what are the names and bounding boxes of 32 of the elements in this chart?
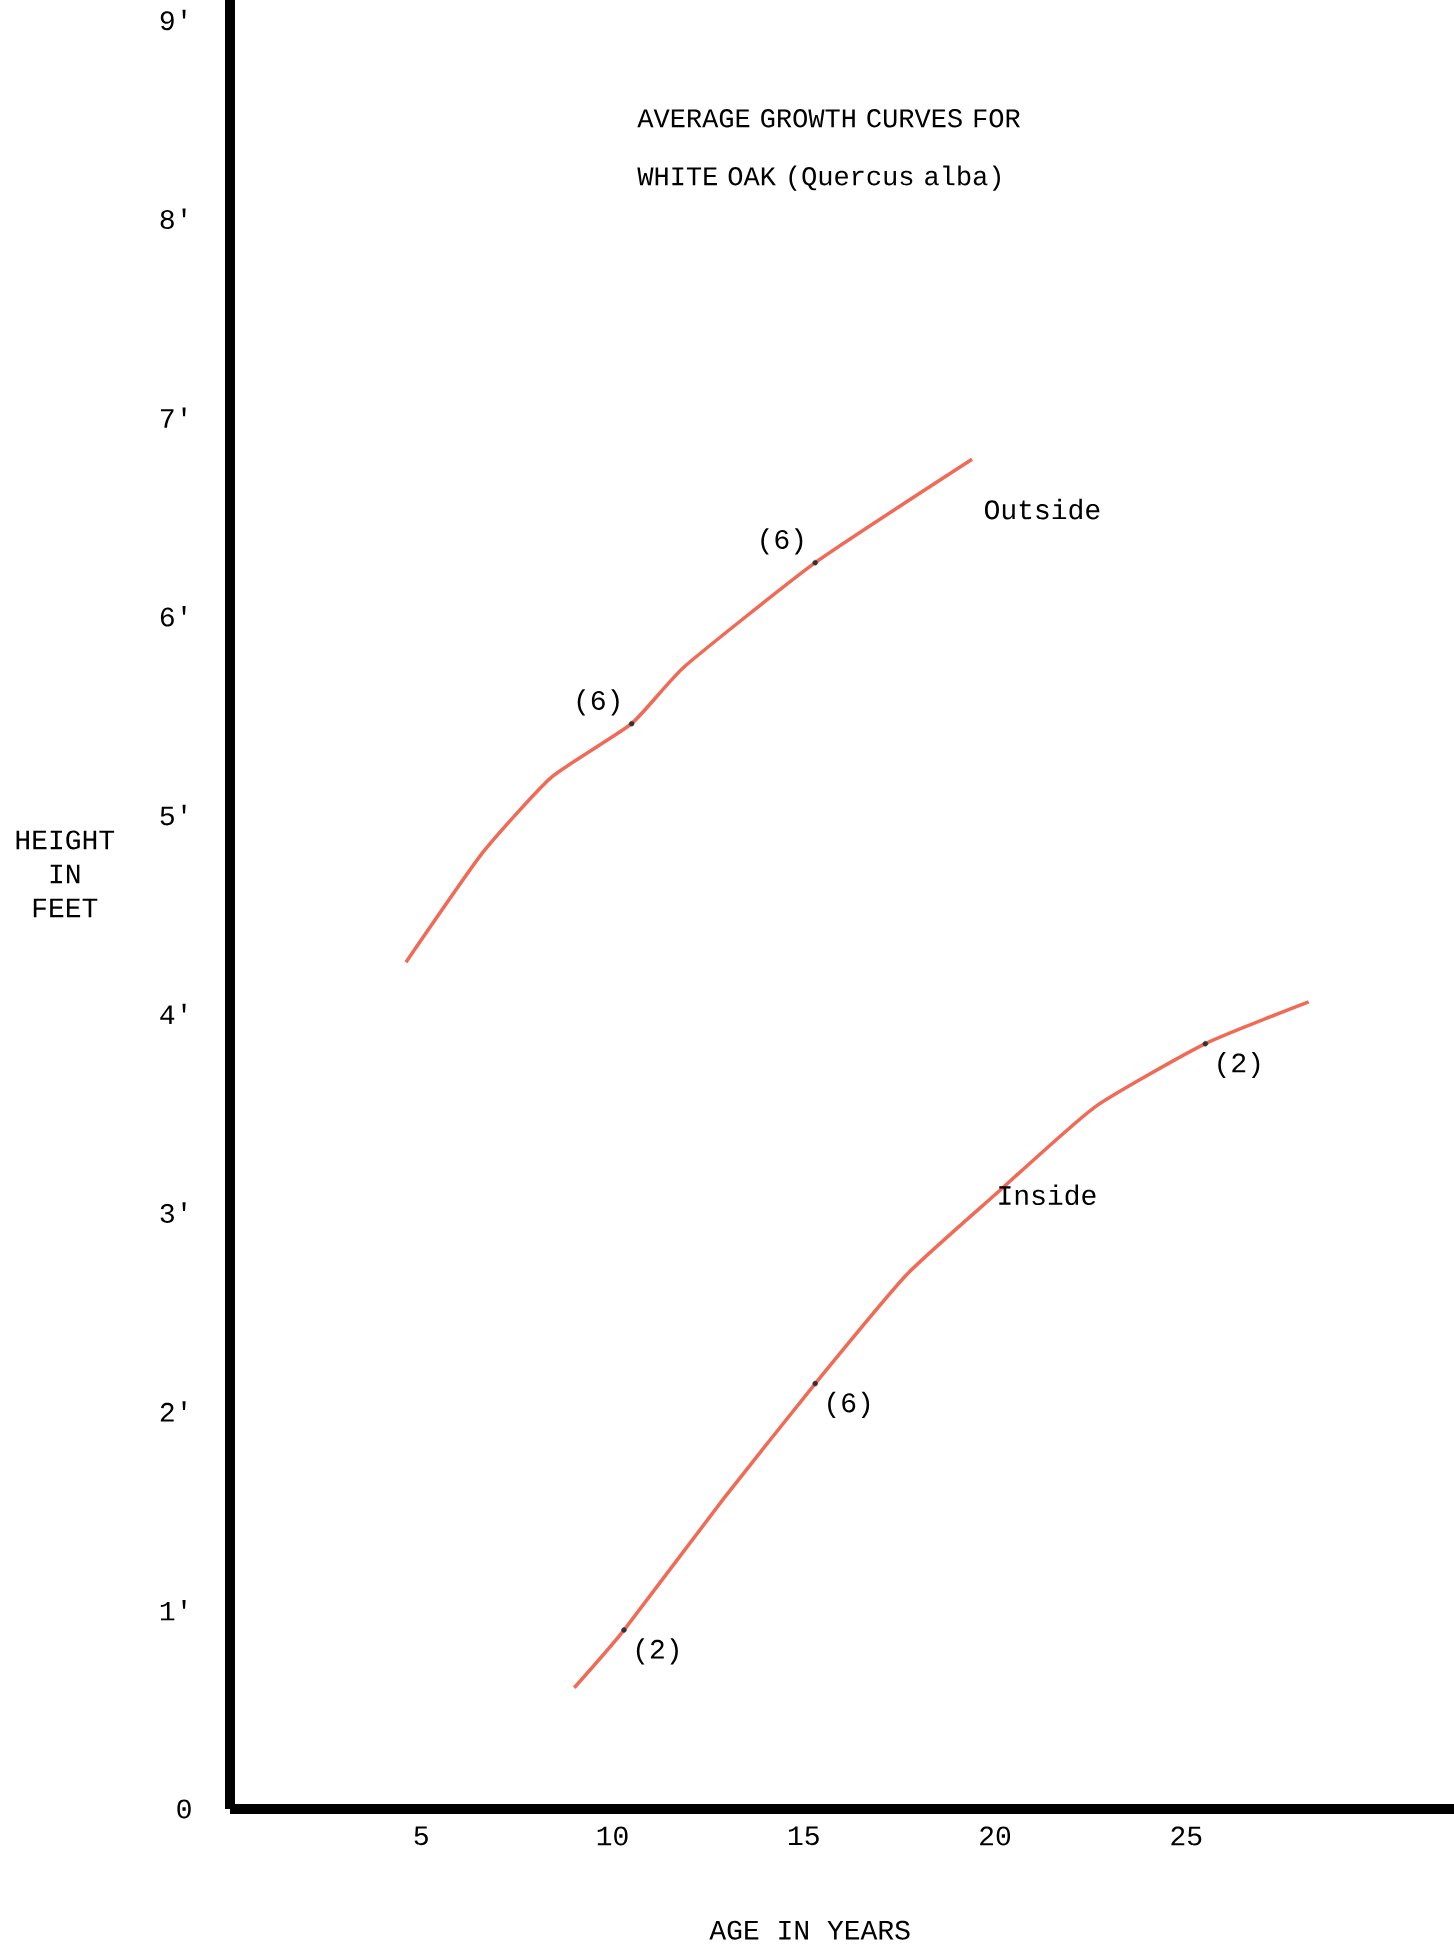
y-tick-label: 8' [160,208,186,230]
line-series [572,1000,1311,1690]
y-tick-label: 7' [161,407,186,428]
point [1202,1040,1209,1047]
point [812,1380,818,1387]
x-tick-label: 15 [788,1826,819,1846]
y-tick-label: 1' [160,1600,186,1621]
y-tick-label: 0 [177,1799,191,1819]
point [621,1627,627,1633]
annotation: (2) [1218,1051,1260,1078]
line-series [404,457,974,964]
annotation: (6) [761,528,803,555]
series-label: Inside [999,1184,1096,1206]
y-tick-label: 5' [160,804,186,826]
x-axis-title: AGE IN YEARS [709,1920,910,1940]
series-label: Outside [984,498,1100,520]
annotation: (2) [636,1638,678,1665]
y-tick-label: 2' [160,1401,186,1422]
x-tick-label: 25 [1171,1826,1202,1846]
y-tick-label: 9' [160,9,186,31]
y-tick-label: 3' [160,1202,186,1223]
annotation: (6) [828,1391,870,1418]
x-tick-label: 10 [597,1826,628,1846]
point [812,559,818,566]
y-tick-label: 4' [160,1003,186,1025]
annotation: (6) [577,689,619,716]
y-axis-title: HEIGHT IN FEET [16,830,115,918]
y-tick-label: 6' [160,606,186,627]
x-tick-label: 20 [980,1826,1011,1846]
point [628,720,635,727]
chart-title: AVERAGE GROWTH CURVES FOR WHITE OAK (Quercus alba) [637,109,1021,191]
x-tick-label: 5 [414,1826,428,1846]
